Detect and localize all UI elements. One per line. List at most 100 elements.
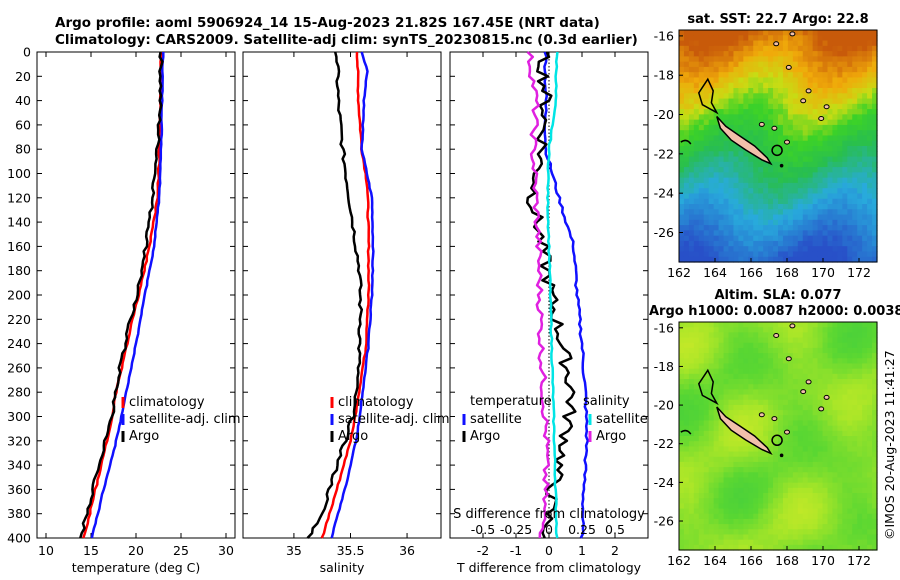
map-cell [733,404,739,411]
map-cell [792,472,799,479]
map-cell [787,93,794,100]
map-cell [787,219,794,226]
map-cell [782,88,789,94]
map-cell [718,30,725,36]
map-subtitle-sla: Argo h1000: 0.0087 h2000: 0.0038 [649,304,900,319]
map-cell [792,384,799,390]
map-cell [708,332,715,339]
map-cell [787,124,794,131]
map-cell [708,151,715,158]
map-cell [842,436,848,442]
map-cell [733,513,739,520]
map-cell [778,82,784,89]
map-cell [832,193,838,200]
map-cell [748,119,754,126]
map-cell [708,518,715,525]
map-cell [778,327,784,333]
map-cell [723,225,730,231]
map-cell [758,498,764,504]
map-cell [773,529,779,536]
map-cell [708,167,715,173]
map-cell [773,368,779,375]
map-cell [748,513,754,520]
map-cell [733,477,739,484]
map-cell [708,399,715,406]
map-cell [723,182,730,189]
map-cell [842,513,848,520]
map-cell [773,544,779,551]
map-cell [703,235,710,242]
map-cell [797,146,804,152]
map-cell [703,544,710,551]
map-cell [683,461,690,468]
map-cell [753,93,759,100]
map-cell [763,394,769,401]
map-cell [812,167,819,173]
map-cell [679,327,685,333]
map-cell [733,472,739,479]
map-cell [817,124,824,131]
map-cell [847,198,853,205]
map-cell [797,544,804,551]
map-cell [758,251,764,258]
map-cell [857,493,863,499]
map-cell [837,66,843,73]
map-cell [797,151,804,158]
map-cell [852,467,858,473]
map-cell [782,436,789,442]
map-cell [708,363,715,370]
small-island [785,356,792,362]
map-cell [758,93,764,100]
map-cell [763,219,769,226]
map-cell [787,103,794,110]
map-cell [763,389,769,396]
map-cell [852,225,858,231]
small-island [789,31,796,37]
map-cell [832,529,838,536]
map-cell [817,410,824,416]
map-cell [773,410,779,416]
map-cell [693,140,700,147]
map-cell [857,146,863,152]
map-cell [862,82,868,89]
map-cell [733,353,739,359]
y-tick-label: 20 [15,69,31,84]
map-cell [718,394,725,401]
map-cell [763,214,769,221]
map-cell [857,40,863,47]
map-cell [743,487,749,494]
map-cell [698,332,705,339]
map-cell [773,513,779,520]
map-cell [773,109,779,115]
map-cell [837,498,843,504]
map-cell [812,363,819,370]
map-cell [797,353,804,359]
map-cell [778,130,784,137]
map-cell [778,51,784,57]
map-cell [683,246,690,253]
map-cell [872,230,878,237]
map-cell [679,88,685,94]
map-cell [857,472,863,479]
map-cell [693,72,700,79]
map-cell [842,373,848,380]
map-cell [738,332,744,339]
map-cell [748,30,754,36]
map-cell [768,420,774,427]
map-cell [778,135,784,142]
map-cell [698,198,705,205]
map-cell [753,332,759,339]
map-cell [748,389,754,396]
map-cell [758,322,764,328]
map-cell [837,119,843,126]
x-tick-label: 10 [38,543,54,558]
map-cell [817,337,824,344]
map-cell [733,498,739,504]
map-cell [713,487,720,494]
map-cell [822,219,829,226]
map-cell [832,534,838,541]
map-cell [802,156,809,163]
map-cell [723,493,730,499]
map-cell [782,198,789,205]
map-cell [679,35,685,42]
